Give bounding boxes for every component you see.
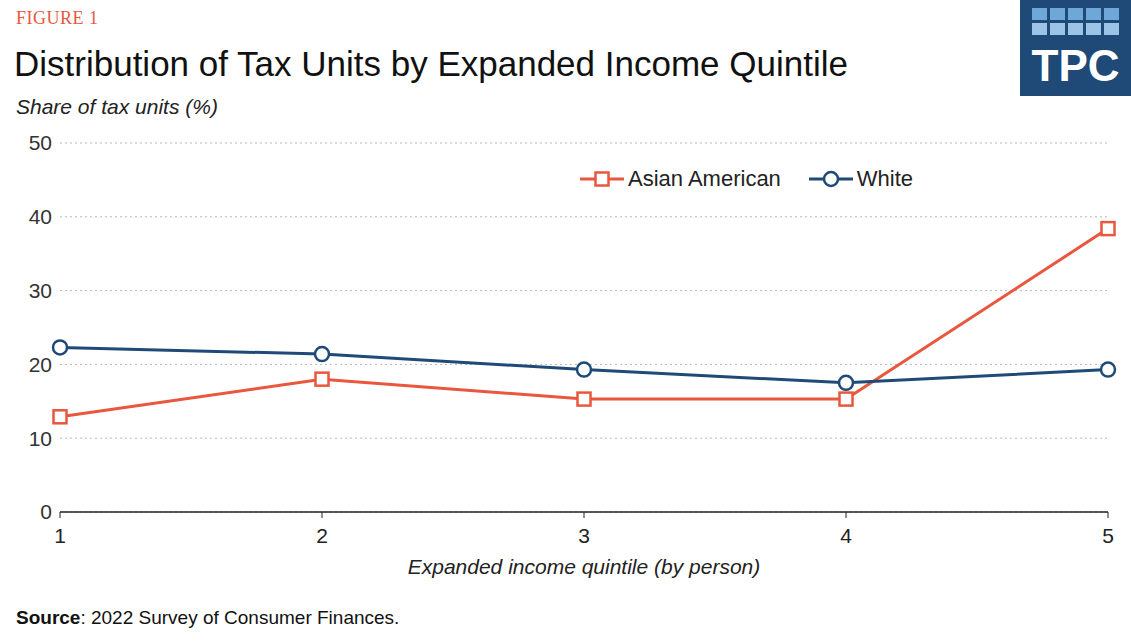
svg-text:30: 30 xyxy=(29,279,52,302)
html-text:Distribution of Tax Units by E: Distribution of Tax Units by Expanded In… xyxy=(14,44,848,83)
svg-text:Expanded income quintile (by p: Expanded income quintile (by person) xyxy=(408,555,761,578)
svg-text:20: 20 xyxy=(29,353,52,376)
html-text:Share of tax units (%): Share of tax units (%) xyxy=(16,95,218,118)
svg-text:4: 4 xyxy=(840,524,852,547)
svg-text:5: 5 xyxy=(1102,524,1114,547)
html-text:FIGURE 1: FIGURE 1 xyxy=(16,8,99,28)
html-text:Asian American: Asian American xyxy=(628,166,781,191)
svg-text:50: 50 xyxy=(29,131,52,154)
svg-text:1: 1 xyxy=(54,524,66,547)
svg-text:2: 2 xyxy=(316,524,328,547)
svg-text:3: 3 xyxy=(578,524,590,547)
svg-text:0: 0 xyxy=(40,500,52,523)
html-text:TPC: TPC xyxy=(1031,41,1120,90)
html-text:Source: 2022 Survey of Consume: Source: 2022 Survey of Consumer Finances… xyxy=(16,607,400,628)
html-text:White: White xyxy=(856,166,914,191)
svg-text:10: 10 xyxy=(29,427,52,450)
svg-text:40: 40 xyxy=(29,205,52,228)
